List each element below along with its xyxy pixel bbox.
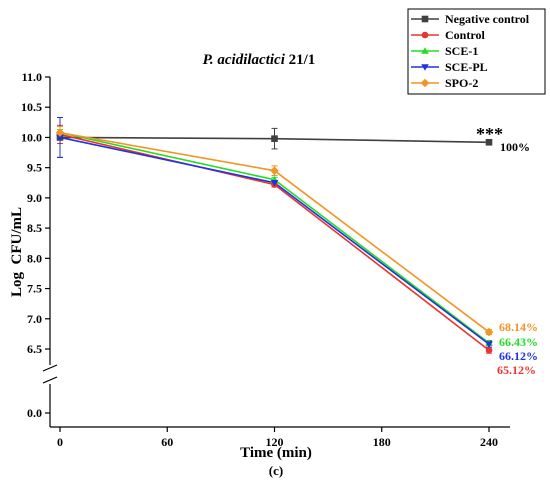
data-point-sce-pl	[485, 341, 493, 348]
panel-label: (c)	[269, 463, 283, 478]
x-axis-title: Time (min)	[240, 445, 312, 461]
y-tick-label: 7.5	[27, 282, 42, 296]
chart-title-strain: 21/1	[285, 52, 315, 68]
data-point-spo-2	[484, 327, 494, 337]
y-tick-label-break: 0.0	[27, 406, 42, 420]
series-line-sce-1	[59, 131, 490, 344]
legend-label-sce-1: SCE-1	[445, 44, 478, 58]
y-tick-label: 9.0	[27, 191, 42, 205]
x-ticks-layer: 0 60 120 180 240	[57, 427, 498, 449]
chart-title-species: P. acidilactici	[203, 52, 286, 68]
x-tick-label: 240	[480, 435, 498, 449]
y-tick-label: 8.5	[27, 221, 42, 235]
y-tick-label: 11.0	[22, 70, 42, 84]
data-point-spo-2	[270, 166, 279, 175]
legend-label-spo-2: SPO-2	[445, 76, 478, 90]
legend-marker-negative-control	[421, 15, 429, 23]
error-bars-layer	[57, 116, 492, 354]
y-tick-label: 9.5	[27, 161, 42, 175]
legend-label-sce-pl: SCE-PL	[445, 60, 488, 74]
legend-marker-sce-pl	[421, 64, 429, 71]
y-tick-label: 10.0	[21, 130, 42, 144]
data-point-negative-control	[271, 135, 278, 142]
chart-title: P. acidilactici 21/1	[203, 52, 316, 68]
y-tick-label: 8.0	[27, 251, 42, 265]
data-point-sce-pl	[270, 179, 279, 187]
annotations-layer: ***100% 68.14%66.43%66.12%65.12%	[476, 124, 538, 377]
y-axis-title: Log CFU/mL	[9, 207, 25, 297]
series-lines-layer	[59, 131, 490, 351]
y-ticks-layer: 6.5 7.0 7.5 8.0 8.5 9.0 9.5 10.0 10.5 11.0 0.0	[21, 70, 50, 420]
legend-marker-control	[421, 31, 429, 39]
percent-annotation: 66.12%	[499, 349, 538, 363]
x-tick-label: 180	[373, 435, 391, 449]
series-line-spo-2	[59, 131, 490, 333]
data-point-negative-control	[485, 138, 493, 146]
x-tick-label: 120	[266, 435, 284, 449]
y-tick-label: 7.0	[27, 312, 42, 326]
markers-layer	[55, 128, 494, 354]
data-point-control	[485, 346, 493, 354]
y-tick-label: 6.5	[27, 342, 42, 356]
percent-annotation: 66.43%	[499, 335, 538, 349]
y-axis-break-mark-1	[42, 364, 58, 372]
legend-label-control: Control	[445, 28, 485, 42]
legend: Negative control Control SCE-1 SCE-PL SPO-2	[407, 8, 546, 95]
axes	[42, 77, 510, 428]
x-tick-label: 0	[57, 435, 63, 449]
data-point-spo-2	[55, 128, 65, 137]
percent-annotation: 68.14%	[499, 320, 538, 334]
legend-label-negative-control: Negative control	[445, 12, 530, 26]
percent-annotation: 65.12%	[497, 363, 536, 377]
y-tick-label: 10.5	[21, 100, 42, 114]
y-axis-break-mark-2	[42, 376, 58, 384]
legend-marker-spo-2	[420, 78, 430, 88]
data-point-sce-pl	[56, 134, 64, 142]
significance-annotation: ***	[476, 124, 503, 144]
legend-marker-sce-1	[421, 47, 429, 54]
x-tick-label: 60	[161, 435, 173, 449]
percent-annotation: 100%	[500, 140, 530, 154]
